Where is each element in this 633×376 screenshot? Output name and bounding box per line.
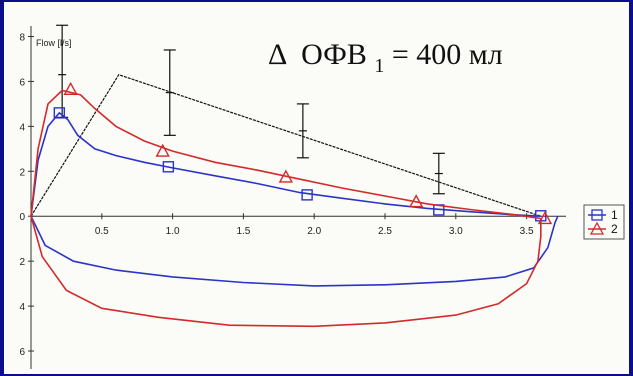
series-1-expiratory-line: [30, 111, 541, 217]
annotation-rest: = 400 мл: [392, 38, 503, 71]
legend-label-2: 2: [611, 222, 618, 236]
legend-box: [583, 204, 625, 240]
y-tick-label: 2: [19, 167, 25, 178]
reference-layer: [30, 73, 541, 217]
x-tick-label: 1.5: [236, 226, 250, 237]
annotation-subscript: 1: [374, 55, 384, 77]
x-tick-label: 1.0: [166, 226, 180, 237]
series-2-marker: [537, 211, 553, 225]
axes-layer: 0.5 1.0 1.5 2.0 2.5 3.0 3.5 8 6 4 2 0 2 4 6: [19, 26, 566, 369]
x-tick-label: 2.0: [307, 226, 321, 237]
legend-marker-2: [589, 221, 605, 235]
series-layer: [30, 81, 559, 328]
series-2-marker: [278, 169, 294, 183]
legend-marker-1: [591, 209, 603, 221]
y-axis-label: Flow [l/s]: [36, 38, 72, 48]
y-tick-label: 2: [19, 257, 25, 268]
legend-label-1: 1: [611, 208, 618, 222]
series-2-marker: [63, 81, 78, 95]
series-1-marker: [162, 161, 175, 173]
series-2-marker: [408, 194, 424, 208]
reference-line: [30, 73, 541, 217]
series-1-marker: [301, 189, 313, 201]
x-tick-label: 0.5: [95, 226, 109, 237]
fev1-annotation: Δ ОФВ 1 = 400 мл: [268, 38, 503, 79]
x-tick-label: 2.5: [378, 226, 392, 237]
series-2-expiratory-line: [30, 89, 541, 220]
series-2-marker: [155, 143, 170, 157]
y-tick-label: 8: [19, 32, 25, 43]
annotation-main: ОФВ: [301, 38, 367, 71]
y-tick-label: 6: [19, 77, 25, 88]
series-1-inspiratory-line: [30, 215, 559, 287]
y-tick-label: 4: [19, 122, 25, 133]
y-tick-label: 6: [19, 347, 25, 358]
series-2-inspiratory-line: [30, 215, 542, 328]
x-tick-label: 3.0: [449, 226, 463, 237]
y-tick-label: 4: [19, 302, 25, 313]
series-1-marker: [53, 107, 66, 119]
y-tick-label: 0: [19, 212, 25, 223]
legend: 12: [583, 204, 625, 240]
error-bars-layer: [56, 24, 445, 195]
x-tick-label: 3.5: [520, 226, 534, 237]
delta-symbol: Δ: [268, 38, 287, 71]
